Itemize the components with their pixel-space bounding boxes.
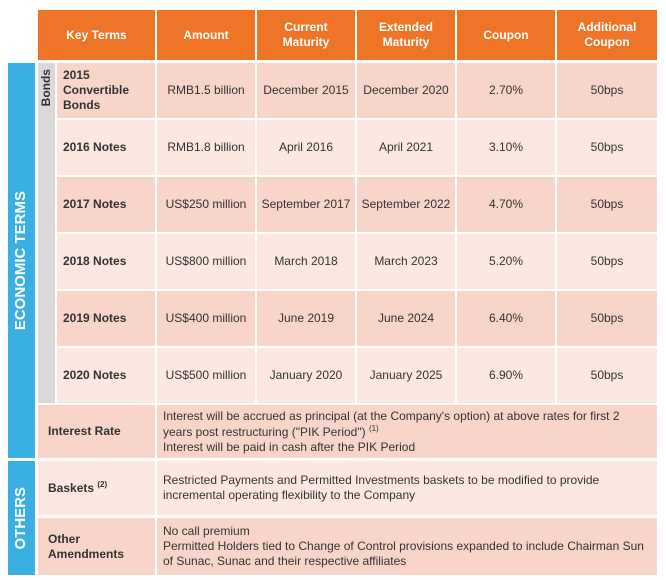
bond-cell: 50bps [557, 234, 657, 289]
label: Interest Rate [48, 424, 121, 438]
header-cell: Current Maturity [257, 10, 355, 60]
header-cell: Amount [157, 10, 255, 60]
text-line: No call premium [163, 524, 250, 538]
bond-cell: December 2015 [257, 63, 355, 118]
bond-cell: April 2021 [357, 120, 455, 175]
row-label: Baskets (2) [38, 461, 155, 515]
text-block: No call premium Permitted Holders tied to… [163, 524, 651, 569]
bond-cell: 6.40% [457, 291, 555, 346]
header-cell: Coupon [457, 10, 555, 60]
bond-cell: 5.20% [457, 234, 555, 289]
bond-cell: 50bps [557, 63, 657, 118]
bond-cell: 2.70% [457, 63, 555, 118]
row-label-text: Interest Rate [48, 424, 121, 439]
bond-cell: RMB1.8 billion [157, 120, 255, 175]
bond-cell: April 2016 [257, 120, 355, 175]
row-text: No call premium Permitted Holders tied to… [157, 518, 657, 575]
bond-cell: December 2020 [357, 63, 455, 118]
header-cell: Additional Coupon [557, 10, 657, 60]
text-line: Restricted Payments and Permitted Invest… [163, 473, 600, 502]
bond-cell: US$800 million [157, 234, 255, 289]
section-text: OTHERS [12, 486, 30, 550]
row-label-text: Baskets (2) [48, 480, 107, 496]
bond-name: 2016 Notes [57, 120, 155, 175]
bond-cell: 6.90% [457, 348, 555, 403]
bond-cell: January 2020 [257, 348, 355, 403]
bond-cell: January 2025 [357, 348, 455, 403]
bond-cell: 3.10% [457, 120, 555, 175]
bond-name: 2015 Convertible Bonds [57, 63, 155, 118]
footnote: (2) [97, 480, 108, 489]
bond-name: 2017 Notes [57, 177, 155, 232]
bond-name: 2020 Notes [57, 348, 155, 403]
section-label: OTHERS [8, 461, 35, 575]
bond-name: 2018 Notes [57, 234, 155, 289]
bond-cell: 50bps [557, 291, 657, 346]
bond-cell: US$400 million [157, 291, 255, 346]
bond-cell: US$500 million [157, 348, 255, 403]
text-block: Restricted Payments and Permitted Invest… [163, 473, 651, 503]
bond-cell: September 2017 [257, 177, 355, 232]
text-line: Interest will be accrued as principal (a… [163, 408, 620, 439]
bond-cell: March 2018 [257, 234, 355, 289]
bond-cell: June 2019 [257, 291, 355, 346]
bond-cell: 4.70% [457, 177, 555, 232]
row-text: Restricted Payments and Permitted Invest… [157, 461, 657, 515]
section-label: ECONOMIC TERMS [8, 63, 35, 458]
text-line: Permitted Holders tied to Change of Cont… [163, 539, 644, 568]
bond-cell: RMB1.5 billion [157, 63, 255, 118]
row-label-text: Other Amendments [48, 532, 149, 562]
bond-cell: 50bps [557, 348, 657, 403]
bonds-label: Bonds [38, 63, 55, 403]
footnote: (1) [368, 423, 379, 433]
bond-cell: September 2022 [357, 177, 455, 232]
text-block: Interest will be accrued as principal (a… [163, 409, 651, 455]
header-cell: Extended Maturity [357, 10, 455, 60]
text-line: Interest will be paid in cash after the … [163, 439, 416, 454]
bond-cell: March 2023 [357, 234, 455, 289]
row-label: Other Amendments [38, 518, 155, 575]
label: Other Amendments [48, 531, 125, 561]
bond-cell: 50bps [557, 177, 657, 232]
row-text: Interest will be accrued as principal (a… [157, 405, 657, 458]
bond-cell: US$250 million [157, 177, 255, 232]
bonds-text: Bonds [39, 69, 53, 107]
row-label: Interest Rate [38, 405, 155, 458]
bond-cell: 50bps [557, 120, 657, 175]
bond-name: 2019 Notes [57, 291, 155, 346]
header-cell: Key Terms [38, 10, 155, 60]
bond-cell: June 2024 [357, 291, 455, 346]
section-text: ECONOMIC TERMS [12, 190, 30, 331]
label: Baskets [48, 481, 95, 495]
